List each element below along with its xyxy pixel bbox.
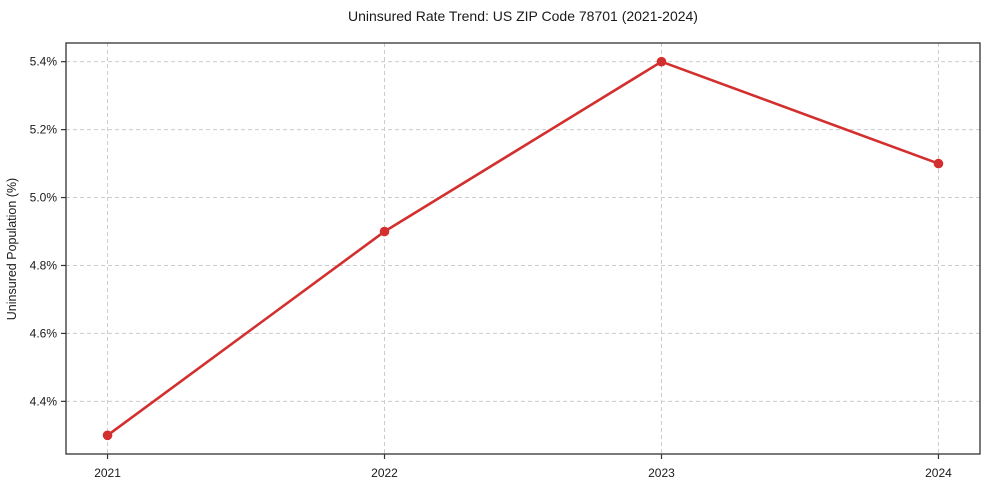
y-tick-label-5.0%: 5.0% — [30, 191, 58, 205]
series-line — [106, 60, 940, 437]
series-layer — [102, 56, 944, 441]
y-tick-label-5.4%: 5.4% — [30, 55, 58, 69]
tick-label-layer: 2021 2022 2023 2024 4.4% 4.6% 4.8% 5.0% 5.2% 5.4% — [30, 55, 952, 480]
y-tick-label-4.4%: 4.4% — [30, 394, 58, 408]
y-tick-label-5.2%: 5.2% — [30, 123, 58, 137]
data-point-2024 — [933, 158, 944, 169]
data-point-2021 — [102, 430, 113, 441]
x-tick-label-2021: 2021 — [94, 466, 121, 480]
y-tick-label-4.6%: 4.6% — [30, 326, 58, 340]
data-point-2023 — [656, 56, 667, 67]
x-tick-label-2023: 2023 — [648, 466, 675, 480]
axis-layer — [61, 42, 981, 459]
plot-border — [65, 42, 981, 455]
y-axis-label: Uninsured Population (%) — [5, 178, 19, 320]
chart-title: Uninsured Rate Trend: US ZIP Code 78701 … — [348, 8, 698, 24]
grid-layer — [66, 43, 980, 454]
x-tick-label-2024: 2024 — [925, 466, 952, 480]
y-tick-label-4.8%: 4.8% — [30, 258, 58, 272]
data-point-2022 — [379, 226, 390, 237]
x-tick-label-2022: 2022 — [371, 466, 398, 480]
